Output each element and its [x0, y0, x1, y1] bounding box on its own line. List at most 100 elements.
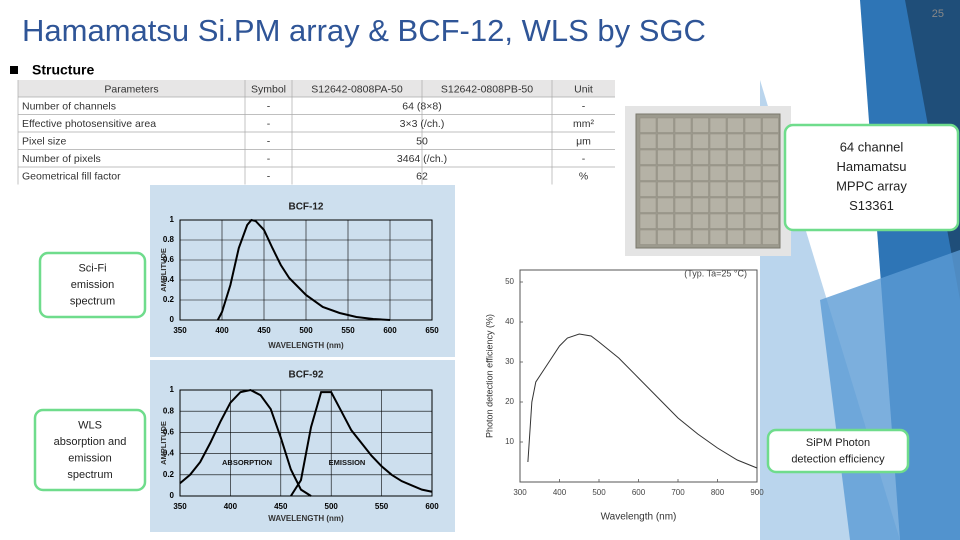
table-cell: mm²: [573, 118, 594, 130]
x-tick-label: 600: [632, 488, 646, 497]
chart-annotation: (Typ. Ta=25 °C): [684, 268, 747, 278]
pixel-cell: [692, 197, 709, 213]
pixel-cell: [709, 229, 727, 245]
pixel-cell: [657, 133, 674, 149]
table-header-cell: Unit: [574, 83, 593, 95]
table-header-cell: Symbol: [251, 83, 286, 95]
y-tick-label: 20: [505, 397, 514, 406]
x-axis-label: WAVELENGTH (nm): [268, 341, 344, 350]
pixel-cell: [744, 133, 762, 149]
x-tick-label: 550: [375, 502, 389, 511]
pixel-cell: [762, 181, 779, 197]
pixel-cell: [762, 117, 779, 133]
x-tick-label: 700: [671, 488, 685, 497]
pixel-cell: [727, 117, 744, 133]
y-tick-label: 0.4: [163, 449, 175, 458]
y-tick-label: 50: [505, 277, 514, 286]
y-tick-label: 0.8: [163, 406, 175, 415]
section-heading: Structure: [32, 62, 94, 78]
pixel-cell: [639, 229, 657, 245]
pixel-cell: [674, 165, 692, 181]
pixel-cell: [762, 229, 779, 245]
callout-text: SiPM Photon detection efficiency: [791, 437, 885, 466]
y-tick-label: 1: [170, 385, 175, 394]
pixel-cell: [762, 165, 779, 181]
x-tick-label: 900: [750, 488, 764, 497]
table-cell: 62: [416, 171, 428, 183]
pixel-cell: [727, 149, 744, 165]
pixel-cell: [744, 229, 762, 245]
table-header-cell: Parameters: [104, 83, 158, 95]
y-tick-label: 0.6: [163, 428, 175, 437]
data-line: [216, 218, 391, 321]
x-tick-label: 450: [274, 502, 288, 511]
pixel-cell: [674, 229, 692, 245]
x-tick-label: 500: [325, 502, 339, 511]
callout-text: Sci-Fi emission spectrum: [70, 262, 115, 307]
x-tick-label: 500: [299, 326, 313, 335]
table-cell: -: [267, 153, 271, 165]
table-cell: Geometrical fill factor: [22, 171, 121, 183]
pixel-cell: [692, 117, 709, 133]
pixel-cell: [639, 133, 657, 149]
data-line: [290, 391, 433, 497]
pixel-cell: [639, 117, 657, 133]
x-tick-label: 450: [257, 326, 271, 335]
pixel-cell: [727, 197, 744, 213]
pixel-cell: [727, 165, 744, 181]
y-tick-label: 1: [170, 215, 175, 224]
pixel-cell: [674, 181, 692, 197]
table-cell: 3×3 (/ch.): [400, 118, 445, 130]
data-line: [179, 388, 312, 497]
pixel-cell: [762, 149, 779, 165]
y-axis-label: AMPLITUDE: [159, 248, 168, 292]
y-tick-label: 10: [505, 437, 514, 446]
pixel-cell: [639, 149, 657, 165]
x-tick-label: 350: [173, 326, 187, 335]
pixel-cell: [744, 117, 762, 133]
pixel-cell: [744, 213, 762, 229]
callout-text: 64 channel Hamamatsu MPPC array S13361: [836, 140, 907, 214]
chart: BCF-12 350 400 450 500 550 600 650 0 0.2 0.4 0.6 0.8…: [150, 185, 455, 357]
series-label: ABSORPTION: [222, 458, 272, 467]
pixel-cell: [762, 213, 779, 229]
pixel-cell: [639, 181, 657, 197]
y-axis-label: Photon detection efficiency (%): [484, 314, 494, 438]
x-axis-label: Wavelength (nm): [601, 512, 677, 523]
pixel-cell: [657, 181, 674, 197]
chart-title: BCF-92: [288, 370, 323, 381]
plot-frame: [179, 389, 433, 497]
table-cell: -: [267, 171, 271, 183]
pixel-cell: [709, 197, 727, 213]
pixel-cell: [674, 133, 692, 149]
table-header-cell: S12642-0808PA-50: [311, 83, 403, 95]
y-tick-label: 0: [170, 315, 175, 324]
y-tick-label: 30: [505, 357, 514, 366]
pixel-cell: [692, 149, 709, 165]
pixel-cell: [727, 181, 744, 197]
pixel-cell: [709, 133, 727, 149]
pixel-cell: [709, 181, 727, 197]
pixel-cell: [674, 197, 692, 213]
callout-box: [783, 123, 960, 232]
table-cell: %: [579, 171, 588, 183]
pixel-cell: [657, 213, 674, 229]
pixel-cell: [744, 149, 762, 165]
pixel-cell: [657, 165, 674, 181]
x-tick-label: 350: [173, 502, 187, 511]
pixel-cell: [744, 181, 762, 197]
chart-title: BCF-12: [288, 202, 323, 213]
callout-box: [38, 251, 147, 319]
table-cell: Effective photosensitive area: [22, 118, 156, 130]
pixel-cell: [727, 213, 744, 229]
table-header-cell: S12642-0808PB-50: [441, 83, 533, 95]
pixel-cell: [744, 165, 762, 181]
table-header-bg: [18, 80, 615, 97]
table-cell: Number of channels: [22, 101, 116, 113]
table-cell: -: [582, 101, 586, 113]
chart: (Typ. Ta=25 °C) 300 400 500 600 700 800 900 10 20…: [478, 262, 764, 532]
pixel-cell: [762, 133, 779, 149]
x-tick-label: 600: [425, 502, 439, 511]
